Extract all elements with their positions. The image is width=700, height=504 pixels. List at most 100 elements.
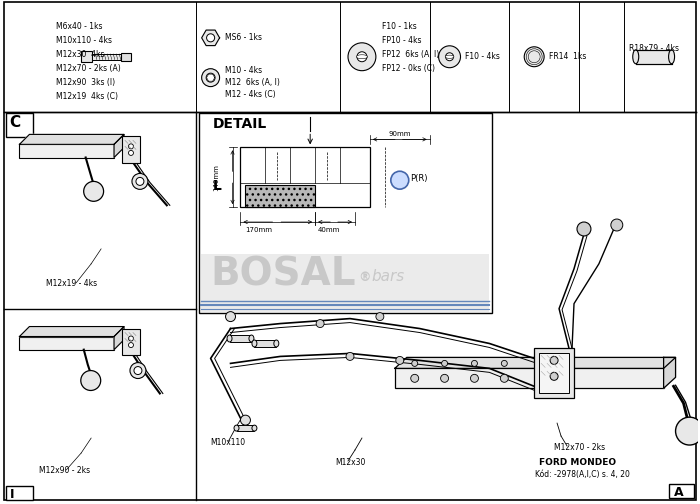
Circle shape xyxy=(395,356,404,364)
Circle shape xyxy=(440,374,449,383)
Text: BOSAL: BOSAL xyxy=(211,256,356,294)
Text: M12x70 - 2ks (A): M12x70 - 2ks (A) xyxy=(56,64,121,73)
Polygon shape xyxy=(114,135,124,158)
Bar xyxy=(230,335,251,342)
Bar xyxy=(122,137,140,163)
Text: F10 - 1ks: F10 - 1ks xyxy=(382,22,416,31)
Ellipse shape xyxy=(227,335,232,342)
Circle shape xyxy=(134,366,142,374)
Text: 140mm: 140mm xyxy=(214,164,220,191)
Bar xyxy=(81,51,92,62)
Circle shape xyxy=(346,352,354,360)
Polygon shape xyxy=(20,327,124,337)
Text: C: C xyxy=(10,115,20,131)
Circle shape xyxy=(391,171,409,189)
Circle shape xyxy=(225,311,235,322)
Text: M12x90 - 2ks: M12x90 - 2ks xyxy=(39,466,90,475)
Text: M12 - 4ks (C): M12 - 4ks (C) xyxy=(225,90,275,99)
Text: 90mm: 90mm xyxy=(389,132,411,138)
Bar xyxy=(20,144,114,158)
Text: MS6 - 1ks: MS6 - 1ks xyxy=(225,33,262,42)
Circle shape xyxy=(132,173,148,190)
Text: 40mm: 40mm xyxy=(318,227,340,233)
Text: M10 - 4ks: M10 - 4ks xyxy=(225,66,262,75)
Polygon shape xyxy=(664,357,676,388)
Circle shape xyxy=(470,374,478,383)
Bar xyxy=(121,53,131,60)
Bar xyxy=(6,113,34,138)
Text: M12x70 - 2ks: M12x70 - 2ks xyxy=(554,443,606,452)
Ellipse shape xyxy=(252,425,257,431)
Bar xyxy=(534,348,574,398)
Bar xyxy=(92,54,131,59)
Circle shape xyxy=(357,52,367,61)
Circle shape xyxy=(241,415,251,425)
Circle shape xyxy=(206,73,215,82)
Circle shape xyxy=(446,53,454,60)
Circle shape xyxy=(80,370,101,391)
Circle shape xyxy=(206,34,215,42)
Text: P(R): P(R) xyxy=(410,174,427,183)
Bar xyxy=(20,337,114,350)
Bar xyxy=(237,425,254,431)
Text: M12x19  4ks (C): M12x19 4ks (C) xyxy=(56,92,118,101)
Circle shape xyxy=(500,374,508,383)
Text: DETAIL: DETAIL xyxy=(213,117,267,132)
Circle shape xyxy=(472,360,477,366)
Polygon shape xyxy=(114,327,124,350)
Text: FORD MONDEO: FORD MONDEO xyxy=(539,458,616,467)
Circle shape xyxy=(442,360,447,366)
Polygon shape xyxy=(20,135,124,144)
Text: FP12 - 0ks (C): FP12 - 0ks (C) xyxy=(382,64,435,73)
Circle shape xyxy=(524,47,544,67)
Text: Kód: -2978(A,I,C) s. 4, 20: Kód: -2978(A,I,C) s. 4, 20 xyxy=(536,470,630,479)
Text: M12x19 - 4ks: M12x19 - 4ks xyxy=(46,279,97,288)
Circle shape xyxy=(84,181,104,201)
Text: L: L xyxy=(213,179,221,193)
Bar xyxy=(254,340,276,347)
Text: A: A xyxy=(673,486,683,499)
Circle shape xyxy=(676,417,700,445)
Bar xyxy=(241,147,370,207)
Ellipse shape xyxy=(445,55,454,58)
Text: M12x30: M12x30 xyxy=(335,458,365,467)
Circle shape xyxy=(129,336,134,341)
Text: M10x110 - 4ks: M10x110 - 4ks xyxy=(56,36,112,45)
Circle shape xyxy=(501,360,508,366)
Text: 170mm: 170mm xyxy=(246,227,272,233)
Ellipse shape xyxy=(234,425,239,431)
Circle shape xyxy=(136,177,144,185)
Text: ®: ® xyxy=(358,271,370,284)
Circle shape xyxy=(202,69,220,87)
Circle shape xyxy=(611,219,623,231)
Circle shape xyxy=(376,312,384,321)
Text: F10 - 4ks: F10 - 4ks xyxy=(466,52,500,61)
Circle shape xyxy=(129,150,134,155)
Circle shape xyxy=(129,144,134,149)
Bar xyxy=(6,486,34,500)
Circle shape xyxy=(550,356,558,364)
Bar xyxy=(122,329,140,355)
Polygon shape xyxy=(395,357,676,368)
Polygon shape xyxy=(202,30,220,45)
Ellipse shape xyxy=(668,50,675,64)
Bar xyxy=(668,484,694,498)
Text: M12  6ks (A, I): M12 6ks (A, I) xyxy=(225,78,279,87)
Circle shape xyxy=(129,343,134,348)
Ellipse shape xyxy=(274,340,279,347)
Text: M12x30  4ks: M12x30 4ks xyxy=(56,50,105,59)
Text: I: I xyxy=(10,488,14,501)
Bar xyxy=(201,254,489,311)
Ellipse shape xyxy=(356,55,368,59)
Bar xyxy=(246,185,315,207)
Text: bars: bars xyxy=(372,269,405,284)
Ellipse shape xyxy=(252,340,257,347)
Ellipse shape xyxy=(633,50,638,64)
Text: FP12  6ks (A, I): FP12 6ks (A, I) xyxy=(382,50,439,59)
Circle shape xyxy=(412,360,418,366)
Text: FR14  1ks: FR14 1ks xyxy=(549,52,587,61)
Text: M6x40 - 1ks: M6x40 - 1ks xyxy=(56,22,103,31)
Bar xyxy=(395,368,664,388)
Circle shape xyxy=(348,43,376,71)
Circle shape xyxy=(411,374,419,383)
